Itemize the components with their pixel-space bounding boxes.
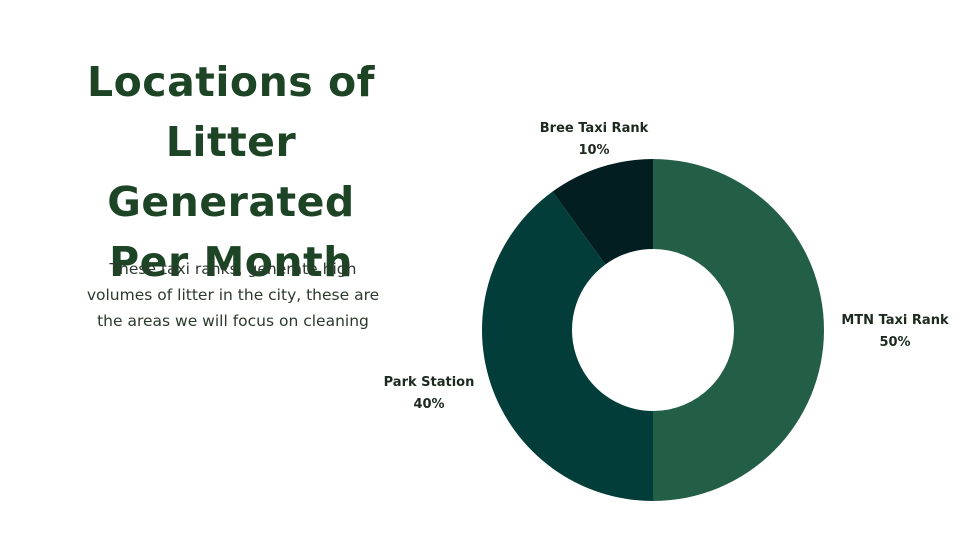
- slice-value-label: 10%: [578, 143, 609, 158]
- title-line: Litter Generated: [107, 118, 355, 226]
- donut-slice-mtn-taxi-rank: [653, 159, 824, 501]
- slice-name-label: Bree Taxi Rank: [540, 121, 649, 136]
- slice-value-label: 50%: [879, 335, 910, 350]
- donut-slice-park-station: [482, 191, 653, 502]
- description-text: These taxi ranks, generate high volumes …: [60, 256, 406, 334]
- title-line: Per Month: [109, 238, 353, 286]
- page-title: Locations of Litter Generated Per Month: [40, 52, 422, 292]
- donut-slices: [482, 159, 824, 502]
- donut-slice-bree-taxi-rank: [552, 159, 653, 265]
- description-line: volumes of litter in the city, these are: [86, 286, 380, 304]
- slice-name-label: Park Station: [384, 375, 475, 390]
- title-line: Locations of: [87, 58, 375, 106]
- slice-labels: MTN Taxi Rank 50% Park Station 40% Bree Taxi…: [384, 121, 949, 412]
- slice-name-label: MTN Taxi Rank: [841, 313, 949, 328]
- description-line: These taxi ranks, generate high: [109, 260, 357, 278]
- slice-value-label: 40%: [413, 397, 444, 412]
- description-line: the areas we will focus on cleaning: [97, 312, 369, 330]
